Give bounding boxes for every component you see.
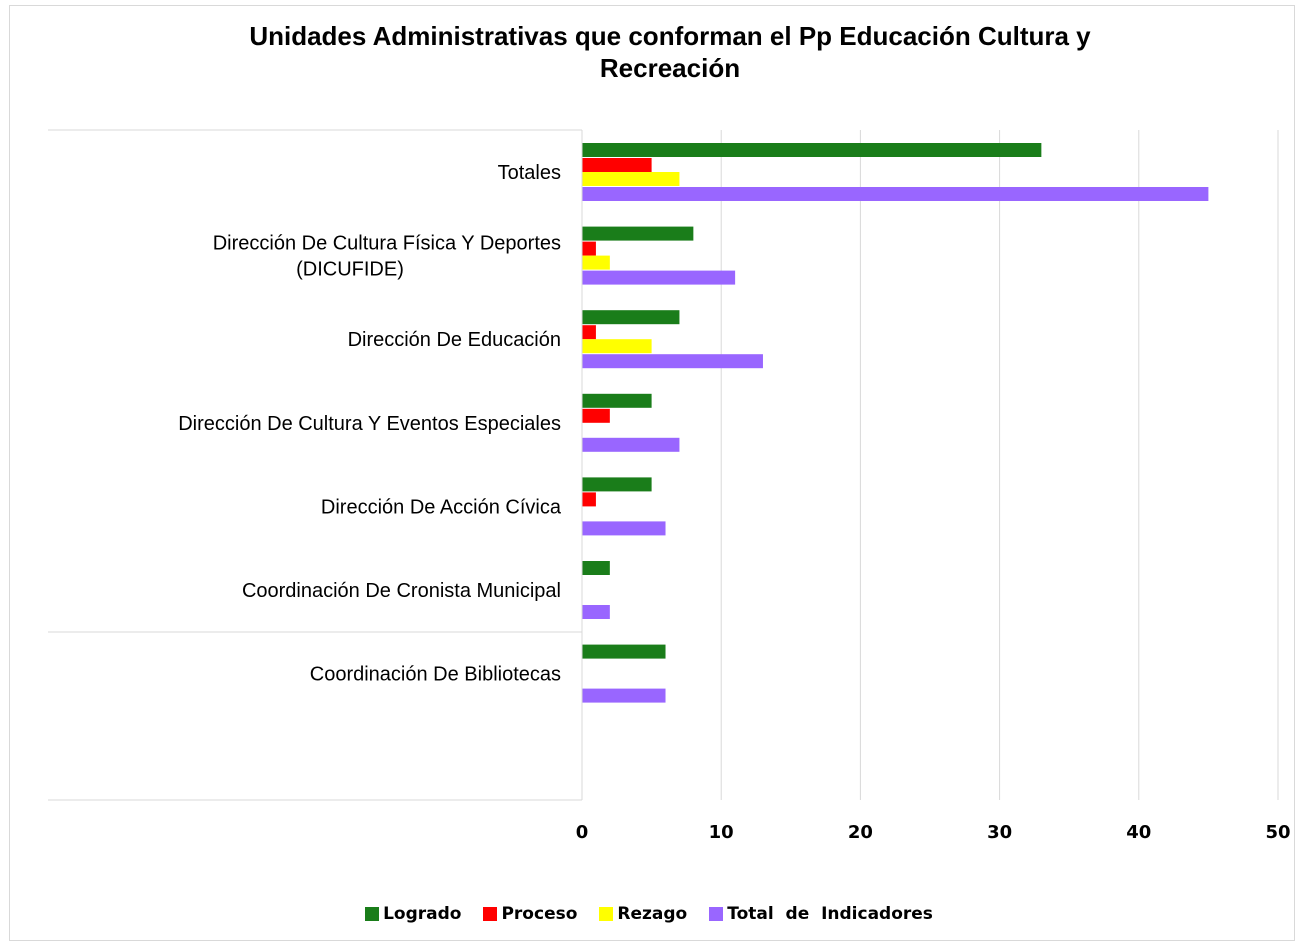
legend-label: Rezago [617, 904, 688, 924]
bar-logrado [582, 226, 694, 241]
bar-total-de-indicadores [582, 270, 736, 285]
chart-legend: Logrado Proceso Rezago Total de Indicadores [0, 900, 1298, 928]
legend-label: Logrado [383, 904, 462, 924]
bar-total-de-indicadores [582, 354, 763, 369]
bar-total-de-indicadores [582, 688, 666, 703]
bar-rezago [582, 255, 610, 270]
bar-total-de-indicadores [582, 187, 1209, 201]
bar-proceso [582, 158, 652, 172]
category-label: Dirección De Cultura Y Eventos Especiale… [178, 413, 561, 435]
bar-proceso [582, 492, 596, 507]
bar-rezago [582, 172, 680, 186]
x-tick-label: 10 [709, 822, 734, 843]
chart-frame [9, 5, 1295, 941]
category-label: Totales [498, 162, 561, 184]
bar-logrado [582, 393, 652, 408]
category-label: Coordinación De Cronista Municipal [242, 580, 561, 602]
bar-logrado [582, 310, 680, 325]
legend-item: Logrado [365, 904, 461, 924]
legend-item: Proceso [483, 904, 577, 924]
bar-proceso [582, 408, 610, 423]
x-tick-label: 50 [1265, 822, 1290, 843]
bar-proceso [582, 325, 596, 340]
category-label: (DICUFIDE) [296, 259, 404, 281]
category-label: Dirección De Acción Cívica [321, 496, 562, 518]
category-label: Dirección De Educación [348, 329, 561, 351]
bar-total-de-indicadores [582, 521, 666, 536]
x-tick-label: 20 [848, 822, 873, 843]
bar-logrado [582, 561, 610, 575]
category-label: Dirección De Cultura Física Y Deportes [213, 233, 561, 255]
category-label: Coordinación De Bibliotecas [310, 664, 561, 686]
legend-swatch [709, 907, 724, 921]
bar-total-de-indicadores [582, 437, 680, 452]
x-tick-label: 0 [576, 822, 589, 843]
bar-proceso [582, 241, 596, 256]
legend-swatch [599, 907, 614, 921]
bar-rezago [582, 339, 652, 354]
legend-swatch [365, 907, 380, 921]
bar-logrado [582, 477, 652, 492]
legend-label: Proceso [501, 904, 578, 924]
x-tick-label: 40 [1126, 822, 1151, 843]
legend-item: Total de Indicadores [709, 904, 933, 924]
bar-logrado [582, 644, 666, 659]
chart-title: Unidades Administrativas que conforman e… [249, 21, 1091, 83]
bar-total-de-indicadores [582, 605, 610, 619]
x-tick-label: 30 [987, 822, 1012, 843]
bar-logrado [582, 143, 1042, 157]
legend-item: Rezago [599, 904, 687, 924]
legend-label: Total de Indicadores [727, 904, 933, 924]
legend-swatch [483, 907, 498, 921]
